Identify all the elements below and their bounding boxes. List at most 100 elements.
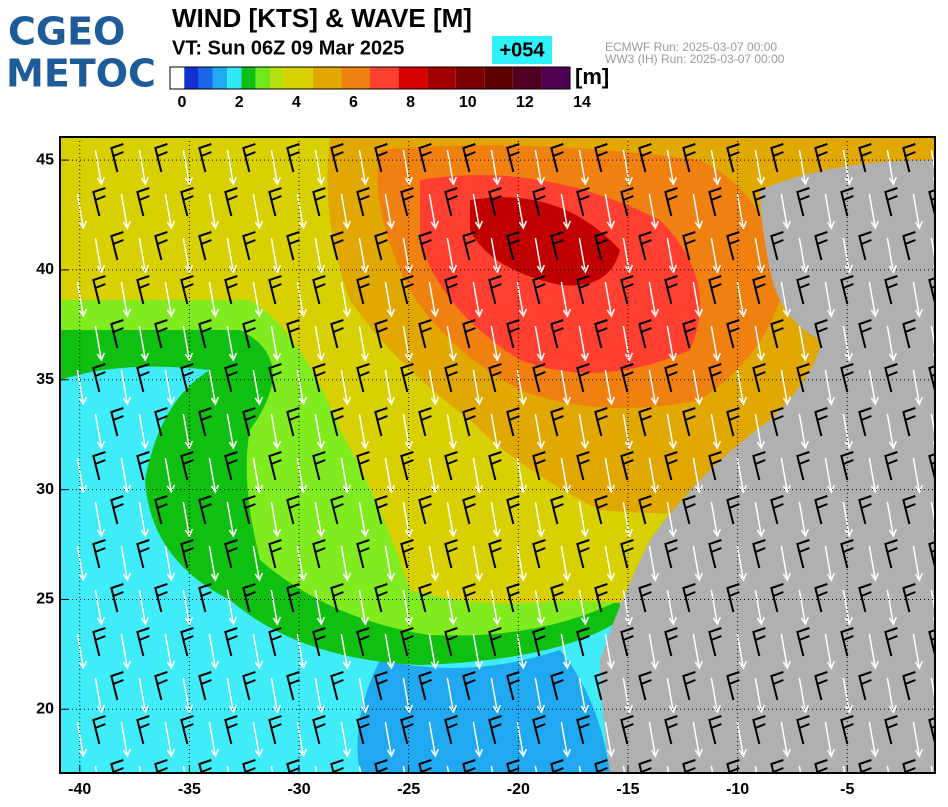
- wind-barb: [752, 539, 766, 569]
- wind-arrowhead: [360, 176, 370, 186]
- wind-arrow: [164, 281, 173, 317]
- wind-barb: [726, 583, 740, 613]
- wind-arrow: [446, 237, 455, 273]
- wind-arrowhead: [78, 484, 88, 494]
- wind-arrow: [842, 149, 851, 185]
- wind-barb: [708, 187, 722, 217]
- wind-arrow: [138, 501, 147, 537]
- wind-barb: [726, 319, 740, 349]
- colorbar-swatch: [227, 67, 242, 89]
- wind-arrow: [314, 325, 323, 361]
- wind-arrow: [296, 721, 305, 757]
- wind-arrow: [472, 369, 481, 405]
- wind-arrow: [604, 633, 613, 669]
- wind-arrow: [578, 677, 587, 713]
- wind-barb: [418, 231, 432, 261]
- wind-barb: [242, 231, 256, 261]
- wind-barb: [858, 495, 872, 525]
- wind-barb: [638, 671, 652, 701]
- wind-arrowhead: [492, 528, 502, 538]
- wind-arrowhead: [360, 616, 370, 626]
- wind-arrowhead: [166, 220, 176, 230]
- wind-barb: [312, 627, 326, 657]
- wind-arrowhead: [404, 704, 414, 714]
- wind-arrow: [94, 501, 103, 537]
- wind-arrowhead: [96, 176, 106, 186]
- wind-barb: [286, 143, 300, 173]
- wind-arrow: [516, 193, 525, 229]
- wind-arrow: [472, 281, 481, 317]
- wind-arrowhead: [166, 484, 176, 494]
- wind-arrow: [666, 325, 675, 361]
- wind-arrowhead: [580, 352, 590, 362]
- wind-arrow: [472, 193, 481, 229]
- wind-arrow: [340, 721, 349, 757]
- wind-arrow: [428, 369, 437, 405]
- wind-arrow: [182, 589, 191, 625]
- wind-arrowhead: [184, 704, 194, 714]
- wind-arrow: [736, 633, 745, 669]
- wind-arrowhead: [342, 748, 352, 758]
- wind-arrowhead: [122, 748, 132, 758]
- wind-barb: [576, 363, 590, 393]
- wind-arrowhead: [650, 660, 660, 670]
- wind-barb: [374, 143, 388, 173]
- wind-arrow: [314, 149, 323, 185]
- wind-barb: [576, 451, 590, 481]
- wind-arrowhead: [713, 793, 720, 800]
- wind-barb: [682, 407, 696, 437]
- wind-arrow: [252, 545, 261, 581]
- wind-barb: [356, 539, 370, 569]
- wind-barb: [594, 319, 608, 349]
- wind-arrow: [754, 149, 763, 185]
- wind-arrow: [226, 501, 235, 537]
- wind-barb: [550, 407, 564, 437]
- wind-arrowhead: [800, 176, 810, 186]
- wind-barb: [444, 715, 458, 745]
- wind-arrowhead: [668, 176, 678, 186]
- wind-arrow: [446, 501, 455, 537]
- wind-barb: [928, 453, 935, 481]
- wind-arrow: [340, 633, 349, 669]
- colorbar-swatch: [284, 67, 313, 89]
- wind-arrow: [666, 589, 675, 625]
- wind-barb: [400, 715, 414, 745]
- wind-arrowhead: [870, 572, 880, 582]
- wind-arrow: [780, 457, 789, 493]
- wind-arrowhead: [316, 440, 326, 450]
- wind-arrow: [252, 369, 261, 405]
- wind-arrowhead: [914, 572, 924, 582]
- wind-arrowhead: [492, 352, 502, 362]
- wind-arrowhead: [624, 264, 634, 274]
- wind-barb: [462, 319, 476, 349]
- wind-arrow: [754, 677, 763, 713]
- wind-arrow: [94, 765, 98, 773]
- wind-arrowhead: [712, 440, 722, 450]
- wind-arrowhead: [738, 660, 748, 670]
- wind-barb: [664, 275, 678, 305]
- wind-arrowhead: [870, 220, 880, 230]
- wind-arrow: [886, 765, 890, 773]
- wind-arrow: [182, 677, 191, 713]
- wind-arrow: [446, 413, 455, 449]
- wind-barb: [462, 495, 476, 525]
- wind-arrow: [428, 193, 437, 229]
- wind-barb: [664, 715, 678, 745]
- wind-barb: [418, 143, 432, 173]
- wind-barb: [286, 495, 300, 525]
- wind-arrow: [270, 501, 279, 537]
- wind-arrow: [358, 677, 367, 713]
- wind-arrowhead: [826, 572, 836, 582]
- wind-barb: [532, 627, 546, 657]
- wind-barb: [356, 187, 370, 217]
- wind-barb: [726, 671, 740, 701]
- wind-barb: [444, 451, 458, 481]
- wind-barb: [550, 319, 564, 349]
- wind-arrowhead: [272, 440, 282, 450]
- logo-line: METOC: [6, 52, 156, 96]
- y-tick-label: 35: [36, 371, 54, 388]
- wind-arrow: [314, 589, 323, 625]
- wind-arrow: [358, 765, 362, 773]
- wind-barb: [840, 363, 854, 393]
- wind-barb: [928, 541, 935, 569]
